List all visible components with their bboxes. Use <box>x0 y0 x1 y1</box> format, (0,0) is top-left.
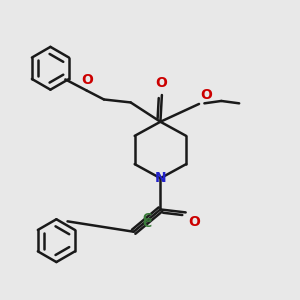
Text: O: O <box>155 76 167 90</box>
Text: O: O <box>81 73 93 87</box>
Text: N: N <box>154 171 166 185</box>
Text: O: O <box>200 88 212 102</box>
Text: C: C <box>142 217 152 230</box>
Text: C: C <box>142 212 152 225</box>
Text: O: O <box>189 215 200 229</box>
